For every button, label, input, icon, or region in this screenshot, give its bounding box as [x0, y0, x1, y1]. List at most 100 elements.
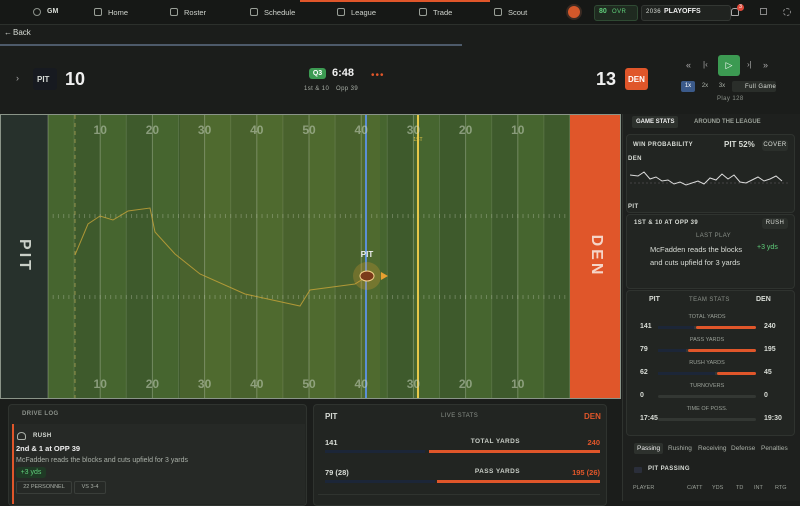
passing-column: TD — [736, 485, 744, 491]
passing-title: PIT PASSING — [648, 466, 690, 472]
home-score: 10 — [65, 69, 86, 89]
win-prob-line — [630, 171, 783, 186]
collapse-icon[interactable] — [760, 8, 767, 15]
field-glow — [180, 115, 380, 398]
nav-icon — [337, 8, 345, 16]
full-game-label: Full Game — [745, 84, 777, 90]
live-stat-away: 240 — [587, 438, 600, 447]
team-stat-away: 195 — [764, 346, 776, 353]
nav-item[interactable]: Schedule — [264, 8, 296, 17]
nav-item[interactable]: League — [351, 8, 377, 17]
stat-tab[interactable]: Receiving — [698, 445, 727, 452]
ovr-box — [594, 5, 638, 21]
nav-item[interactable]: Trade — [433, 8, 453, 17]
speed-button[interactable]: 3x — [718, 83, 726, 89]
yard-number: 40 — [250, 123, 264, 137]
field-stripe — [230, 115, 258, 398]
ovr-value: 80 — [599, 8, 607, 15]
stat-tab[interactable]: Passing — [634, 443, 664, 454]
ball-team: PIT — [361, 250, 374, 259]
full-game-button[interactable] — [732, 81, 776, 92]
back-link[interactable]: Back — [13, 28, 31, 37]
stat-tab[interactable]: Defense — [731, 445, 756, 452]
prev-button[interactable]: |‹ — [703, 60, 708, 69]
forward-button[interactable]: » — [763, 60, 769, 70]
team-stat-home: 79 — [640, 346, 648, 353]
settings-icon[interactable] — [783, 8, 791, 16]
team-stat-away: 45 — [764, 369, 772, 376]
live-stat-bar-away — [437, 480, 600, 483]
speed-button[interactable]: 1x — [681, 81, 695, 92]
bell-icon[interactable] — [731, 8, 739, 16]
field-stripe — [100, 115, 127, 398]
team-stat-home: 17:45 — [640, 415, 658, 422]
last-play-desc: McFadden reads the blocks and cuts upfie… — [650, 245, 743, 267]
yard-number: 40 — [355, 377, 369, 391]
yard-number: 50 — [302, 123, 316, 137]
live-stats-home: PIT — [325, 412, 338, 421]
nav-gm[interactable]: GM — [47, 8, 59, 15]
left-endzone-label: PIT — [16, 239, 33, 273]
speed-button[interactable]: 2x — [701, 83, 709, 89]
field-stripe — [282, 115, 310, 398]
field-stripe — [439, 115, 467, 398]
yard-number: 10 — [94, 377, 108, 391]
yard-number: 30 — [407, 377, 421, 391]
sidebar-tab[interactable]: AROUND THE LEAGUE — [694, 119, 761, 125]
stat-tab[interactable]: Rushing — [668, 445, 692, 452]
passing-column: YDS — [712, 485, 724, 491]
next-button[interactable]: ›| — [747, 60, 752, 69]
nav-item[interactable]: Home — [108, 8, 129, 17]
live-stats-away: DEN — [584, 412, 601, 421]
team-stats-home: PIT — [649, 296, 660, 303]
quarter: Q3 — [309, 68, 326, 79]
live-stat-label: PASS YARDS — [474, 468, 520, 475]
live-stat-bar-home — [325, 450, 425, 453]
team-stats-panel — [626, 290, 795, 436]
field-stripe — [465, 115, 493, 398]
team-stat-label: TOTAL YARDS — [688, 314, 726, 320]
live-stat-bar-home — [325, 480, 435, 483]
field-stripe — [517, 115, 545, 398]
live-stat-home: 141 — [325, 438, 338, 447]
stat-tab[interactable]: Penalties — [761, 445, 788, 452]
live-stat-away: 195 (26) — [572, 468, 600, 477]
sidebar-tab[interactable]: GAME STATS — [632, 116, 679, 128]
cover-button[interactable]: COVER — [762, 140, 788, 151]
yard-number: 40 — [355, 123, 369, 137]
expand-chevron[interactable]: › — [16, 73, 19, 83]
home-abbr: PIT — [37, 75, 50, 84]
drive-entry-gain: +3 yds — [16, 467, 46, 478]
team-stat-track — [658, 395, 756, 398]
live-stats-panel — [313, 404, 607, 506]
passing-column: C/ATT — [687, 485, 703, 491]
yard-number: 20 — [146, 377, 160, 391]
rewind-button[interactable]: « — [686, 60, 692, 70]
team-stat-home: 0 — [640, 392, 644, 399]
menu-dots[interactable]: ••• — [371, 70, 385, 81]
team-stat-label: RUSH YARDS — [689, 360, 725, 366]
field-stripe — [178, 115, 206, 398]
live-stat-label: TOTAL YARDS — [470, 438, 520, 445]
yard-number: 20 — [459, 123, 473, 137]
drive-entry-situation: 2nd & 1 at OPP 39 — [16, 444, 81, 453]
left-endzone — [1, 115, 48, 398]
nav-item[interactable]: Roster — [184, 8, 207, 17]
ball — [359, 270, 375, 282]
situation-text: 1ST & 10 AT OPP 39 — [634, 220, 699, 226]
back-arrow[interactable]: ← — [4, 28, 12, 37]
drive-tag: 22 PERSONNEL — [16, 481, 72, 494]
play-button[interactable]: ▷ — [718, 55, 740, 76]
team-stat-away: 0 — [764, 392, 768, 399]
team-stat-label: TIME OF POSS. — [686, 406, 728, 412]
team-stat-bar-away — [696, 326, 756, 329]
nav-item[interactable]: Scout — [508, 8, 528, 17]
season-box[interactable] — [641, 5, 731, 21]
yard-number: 10 — [511, 377, 525, 391]
home-badge — [33, 68, 57, 90]
team-stat-away: 19:30 — [764, 415, 782, 422]
team-logo[interactable] — [566, 4, 582, 20]
play-number: Play 128 — [717, 96, 744, 102]
yard-number: 30 — [407, 123, 421, 137]
